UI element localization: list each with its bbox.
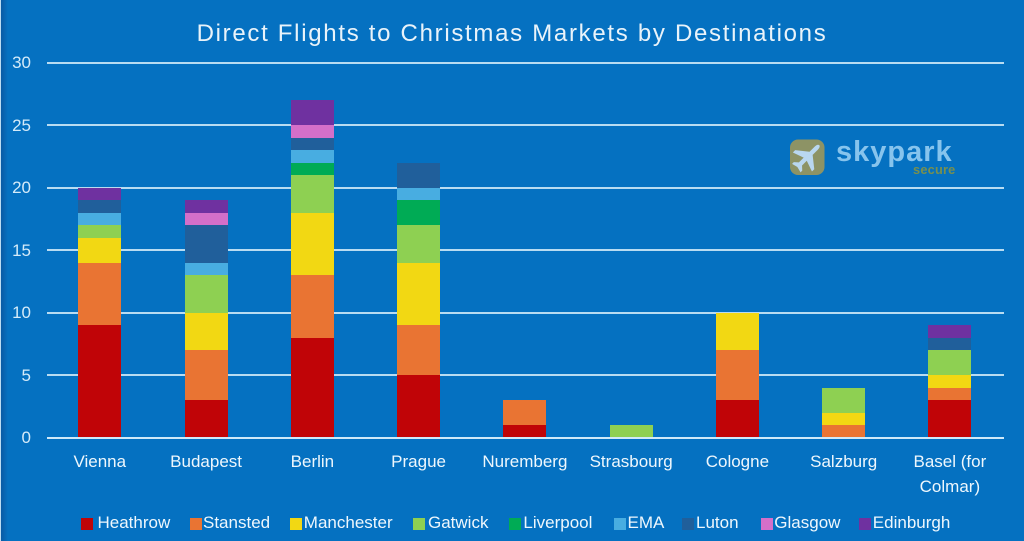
svg-text:skypark: skypark [836,136,953,168]
svg-text:secure: secure [913,162,955,177]
